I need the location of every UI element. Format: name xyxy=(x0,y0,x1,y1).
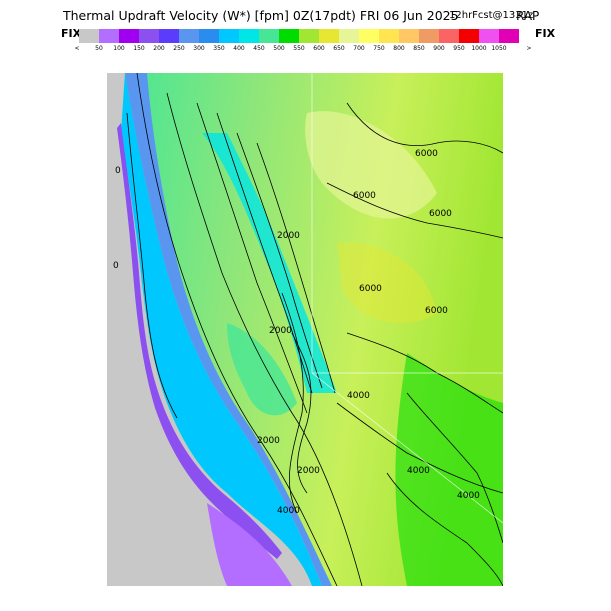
color-scale-ticks: <50 100 150 200 250 300 350 400 450 500 550 600 650 7… xyxy=(74,45,536,55)
scale-greater-than: > xyxy=(526,45,532,52)
fix-left-label: FIX xyxy=(61,27,82,40)
contour-label: 2000 xyxy=(257,436,280,446)
color-swatch xyxy=(479,29,499,43)
contour-lines xyxy=(126,73,503,586)
color-swatch xyxy=(259,29,279,43)
scale-tick-label: 400 xyxy=(233,45,245,52)
contour-label: 6000 xyxy=(353,191,376,201)
scale-tick-label: 750 xyxy=(373,45,385,52)
scale-tick-label: 50 xyxy=(95,45,103,52)
color-swatch xyxy=(119,29,139,43)
scale-tick-label: 550 xyxy=(293,45,305,52)
scale-tick-label: 500 xyxy=(273,45,285,52)
scale-tick-label: 800 xyxy=(393,45,405,52)
scale-tick-label: 250 xyxy=(173,45,185,52)
color-swatch xyxy=(79,29,99,43)
color-swatch xyxy=(499,29,519,43)
scale-tick-label: 450 xyxy=(253,45,265,52)
forecast-label: 12hrFcst@1331z xyxy=(449,10,534,21)
color-scale-bar xyxy=(79,29,519,43)
contour-label: 2000 xyxy=(269,326,292,336)
contour-label: 0 xyxy=(115,166,121,176)
fix-right-label: FIX xyxy=(535,27,556,40)
contour-label: 4000 xyxy=(457,491,480,501)
color-swatch xyxy=(219,29,239,43)
scale-tick-label: 900 xyxy=(433,45,445,52)
scale-tick-label: 850 xyxy=(413,45,425,52)
color-swatch xyxy=(359,29,379,43)
chart-title: Thermal Updraft Velocity (W*) [fpm] 0Z(1… xyxy=(63,8,459,23)
color-swatch xyxy=(339,29,359,43)
scale-tick-label: 150 xyxy=(133,45,145,52)
color-swatch xyxy=(99,29,119,43)
contour-label: 6000 xyxy=(425,306,448,316)
color-swatch xyxy=(199,29,219,43)
scale-less-than: < xyxy=(74,45,80,52)
state-borders xyxy=(311,73,503,524)
scale-tick-label: 600 xyxy=(313,45,325,52)
chart-title-row: Thermal Updraft Velocity (W*) [fpm] 0Z(1… xyxy=(0,8,611,24)
color-swatch xyxy=(159,29,179,43)
color-swatch xyxy=(239,29,259,43)
scale-tick-label: 1000 xyxy=(471,45,487,52)
updraft-map: 6000 6000 6000 6000 6000 2000 2000 2000 2000 4000… xyxy=(107,73,503,586)
scale-tick-label: 350 xyxy=(213,45,225,52)
color-swatch xyxy=(439,29,459,43)
color-swatch xyxy=(319,29,339,43)
contour-label: 4000 xyxy=(407,466,430,476)
scale-tick-label: 650 xyxy=(333,45,345,52)
scale-tick-label: 1050 xyxy=(491,45,507,52)
contour-label: 6000 xyxy=(359,284,382,294)
color-swatch xyxy=(419,29,439,43)
contour-label: 2000 xyxy=(277,231,300,241)
scale-tick-label: 950 xyxy=(453,45,465,52)
scale-tick-label: 700 xyxy=(353,45,365,52)
color-swatch xyxy=(139,29,159,43)
model-label: RAP xyxy=(516,9,540,23)
color-swatch xyxy=(379,29,399,43)
scale-tick-label: 300 xyxy=(193,45,205,52)
contour-label: 6000 xyxy=(415,149,438,159)
color-swatch xyxy=(179,29,199,43)
map-canvas: 6000 6000 6000 6000 6000 2000 2000 2000 2000 4000… xyxy=(107,73,503,586)
scale-tick-label: 200 xyxy=(153,45,165,52)
contour-label: 2000 xyxy=(297,466,320,476)
color-swatch xyxy=(399,29,419,43)
contour-labels: 6000 6000 6000 6000 6000 2000 2000 2000 2000 4000… xyxy=(113,149,480,516)
contour-label: 0 xyxy=(113,261,119,271)
color-swatch xyxy=(279,29,299,43)
color-swatch xyxy=(459,29,479,43)
scale-tick-label: 100 xyxy=(113,45,125,52)
contour-label: 4000 xyxy=(347,391,370,401)
color-swatch xyxy=(299,29,319,43)
contour-label: 6000 xyxy=(429,209,452,219)
contour-label: 4000 xyxy=(277,506,300,516)
